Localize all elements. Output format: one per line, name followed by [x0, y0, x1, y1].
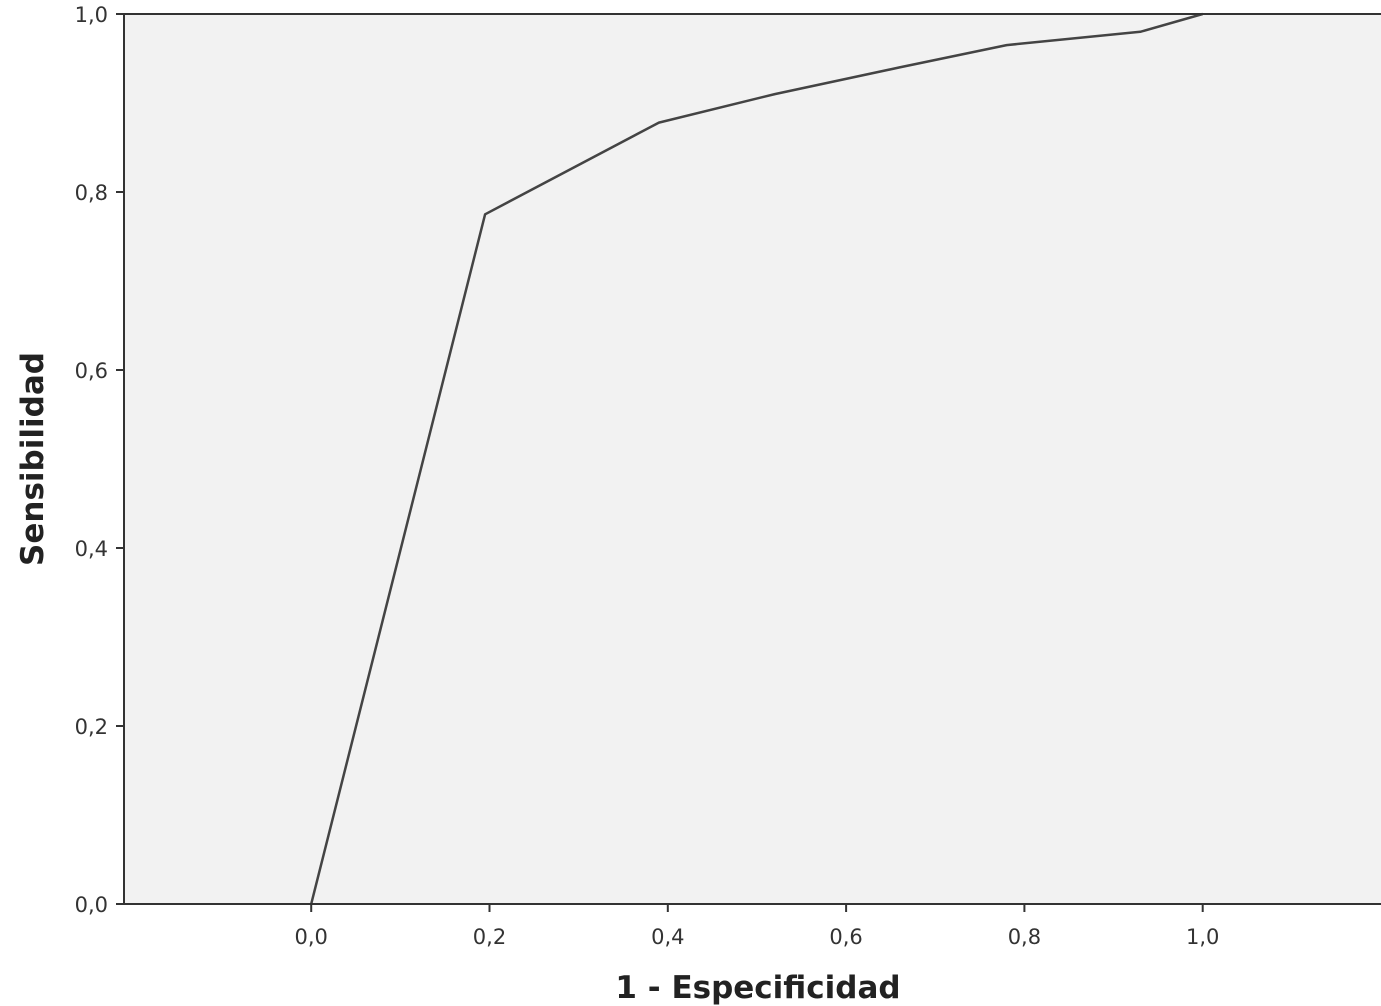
y-tick-label: 0,0	[75, 893, 108, 917]
roc-curve-point	[1005, 44, 1008, 47]
x-tick-label: 1,0	[1186, 925, 1219, 949]
axes	[123, 13, 1381, 905]
plot-area	[124, 14, 1381, 904]
roc-curve-point	[1139, 30, 1142, 33]
roc-curve-point	[898, 66, 901, 69]
y-axis-title: Sensibilidad	[15, 352, 51, 566]
x-tick-label: 0,0	[295, 925, 328, 949]
x-axis-title: 1 - Especificidad	[615, 970, 900, 1006]
roc-curve-point	[484, 213, 487, 216]
roc-curve-point	[773, 93, 776, 96]
x-tick-label: 0,2	[473, 925, 506, 949]
y-tick-label: 0,4	[75, 537, 108, 561]
roc-curve-point	[657, 121, 660, 124]
x-axis-ticks: 0,0 0,2 0,4 0,6 0,8 1,0	[295, 904, 1219, 949]
y-axis-ticks: 0,0 0,2 0,4 0,6 0,8 1,0	[75, 3, 124, 917]
y-tick-label: 0,2	[75, 715, 108, 739]
x-tick-label: 0,6	[829, 925, 862, 949]
x-tick-label: 0,4	[651, 925, 684, 949]
x-tick-label: 0,8	[1008, 925, 1041, 949]
y-tick-label: 1,0	[75, 3, 108, 27]
roc-curve-line	[309, 12, 1204, 905]
y-tick-label: 0,8	[75, 181, 108, 205]
y-tick-label: 0,6	[75, 359, 108, 383]
